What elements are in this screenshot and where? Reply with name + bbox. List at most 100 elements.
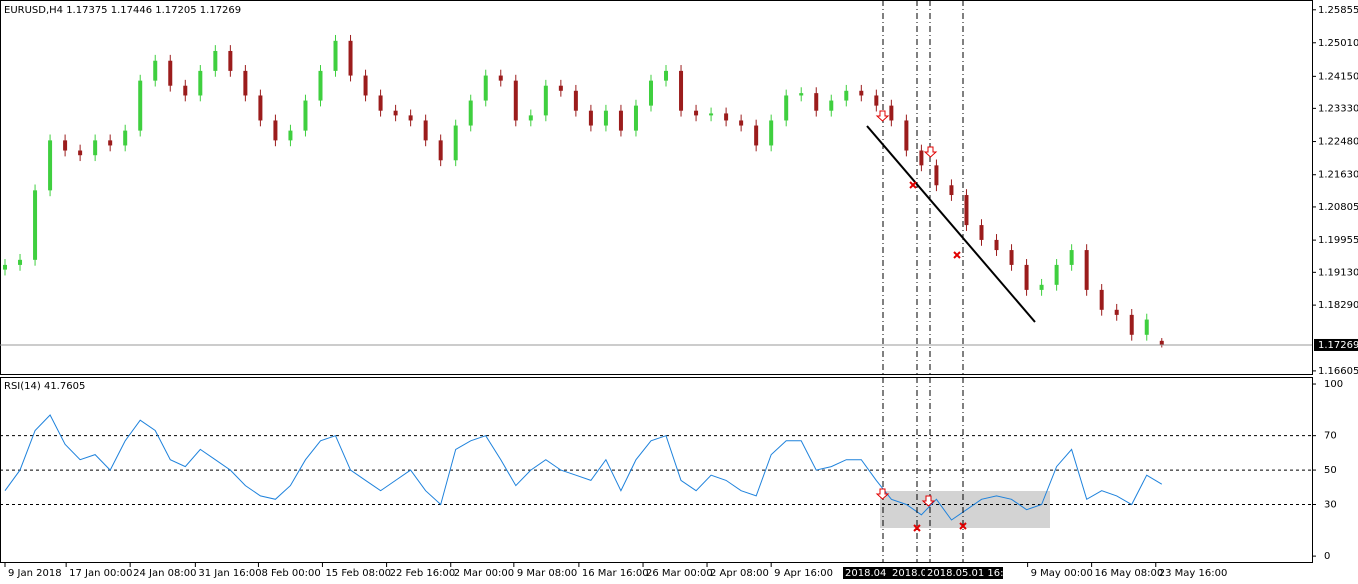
candle-body bbox=[123, 130, 128, 146]
x-tick-label: 9 Apr 16:00 bbox=[774, 568, 833, 579]
y-tick-label: 1.22480 bbox=[1318, 137, 1358, 148]
candle-body bbox=[93, 140, 98, 156]
rsi-line bbox=[4, 414, 1163, 521]
x-tick-label: 16 May 08:00 bbox=[1095, 568, 1164, 579]
candle-body bbox=[333, 40, 338, 71]
y-tick-label: 50 bbox=[1324, 465, 1337, 476]
candle-body bbox=[33, 190, 38, 260]
candle-body bbox=[603, 110, 608, 126]
candle-body bbox=[709, 113, 714, 116]
candle-body bbox=[438, 140, 443, 161]
y-tick-label: 1.18290 bbox=[1318, 300, 1358, 311]
y-tick-label: 0 bbox=[1324, 551, 1330, 562]
candle-body bbox=[198, 70, 203, 96]
candle-body bbox=[468, 100, 473, 126]
candle-body bbox=[513, 80, 518, 121]
sell-arrow bbox=[921, 495, 936, 507]
candle-body bbox=[1159, 340, 1164, 345]
candle-body bbox=[588, 110, 593, 126]
cross-marker bbox=[959, 522, 967, 530]
candle-body bbox=[979, 225, 984, 240]
cross-marker bbox=[909, 181, 917, 189]
chart-title: EURUSD,H4 1.17375 1.17446 1.17205 1.1726… bbox=[4, 5, 241, 16]
candle-body bbox=[498, 75, 503, 81]
y-tick-label: 100 bbox=[1324, 379, 1343, 390]
cross-marker bbox=[953, 251, 961, 259]
candle-body bbox=[213, 50, 218, 71]
candle-body bbox=[108, 140, 113, 146]
candle-body bbox=[889, 105, 894, 121]
y-tick-label: 1.19130 bbox=[1318, 267, 1358, 278]
candle-body bbox=[423, 120, 428, 141]
trend-line bbox=[866, 125, 1036, 323]
x-tick-label: 9 Mar 08:00 bbox=[517, 568, 577, 579]
candle-body bbox=[543, 85, 548, 116]
y-tick-label: 1.23330 bbox=[1318, 103, 1358, 114]
candle-body bbox=[558, 85, 563, 91]
candle-body bbox=[288, 130, 293, 141]
time-marker-label: 2018.04 bbox=[892, 568, 933, 579]
x-tick-label: 9 May 00:00 bbox=[1031, 568, 1093, 579]
panel-title: RSI(14) 41.7605 bbox=[4, 381, 85, 392]
time-marker-box bbox=[890, 567, 926, 579]
candle-body bbox=[273, 120, 278, 141]
y-tick-label: 70 bbox=[1324, 431, 1337, 442]
candle-body bbox=[1024, 264, 1029, 290]
candle-body bbox=[799, 93, 804, 96]
candle-body bbox=[243, 70, 248, 96]
candle-body bbox=[258, 95, 263, 121]
candle-body bbox=[724, 113, 729, 121]
candle-body bbox=[859, 90, 864, 96]
candle-body bbox=[769, 120, 774, 146]
candle-body bbox=[1099, 289, 1104, 310]
highlight-zone bbox=[880, 491, 1050, 528]
y-tick-label: 1.20805 bbox=[1318, 202, 1358, 213]
current-price-box bbox=[1314, 338, 1358, 351]
candle-body bbox=[679, 70, 684, 111]
candle-body bbox=[949, 185, 954, 196]
candle-body bbox=[1129, 314, 1134, 335]
candle-body bbox=[664, 70, 669, 81]
x-tick-label: 26 Mar 00:00 bbox=[646, 568, 713, 579]
current-price-label: 1.17269 bbox=[1318, 340, 1358, 351]
time-marker-box bbox=[843, 567, 895, 579]
candle-body bbox=[1039, 284, 1044, 290]
y-tick-label: 1.19955 bbox=[1318, 235, 1358, 246]
candle-body bbox=[63, 140, 68, 151]
candle-body bbox=[1144, 319, 1149, 335]
x-tick-label: 31 Jan 16:00 bbox=[198, 568, 261, 579]
candle-body bbox=[964, 195, 969, 226]
y-tick-label: 1.24150 bbox=[1318, 71, 1358, 82]
candle-body bbox=[318, 70, 323, 101]
candle-body bbox=[1084, 250, 1089, 290]
x-tick-label: 22 Feb 16:00 bbox=[390, 568, 456, 579]
candle-body bbox=[483, 75, 488, 101]
candle-body bbox=[1114, 309, 1119, 315]
candle-body bbox=[183, 85, 188, 96]
x-tick-label: 23 May 16:00 bbox=[1159, 568, 1228, 579]
time-marker-label: 2018.04 2 bbox=[845, 568, 896, 579]
sell-arrow bbox=[875, 488, 890, 500]
candle-body bbox=[153, 60, 158, 81]
time-marker-label: 2018.05.01 16:00 bbox=[927, 568, 1016, 579]
candle-body bbox=[633, 105, 638, 131]
candle-body bbox=[754, 125, 759, 146]
x-tick-label: 2 Mar 00:00 bbox=[454, 568, 514, 579]
candle-body bbox=[393, 110, 398, 116]
cross-marker bbox=[913, 524, 921, 532]
candle-body bbox=[784, 95, 789, 121]
x-tick-label: 15 Feb 08:00 bbox=[325, 568, 391, 579]
x-tick-label: 24 Jan 08:00 bbox=[133, 568, 196, 579]
candle-body bbox=[18, 259, 23, 265]
y-tick-label: 1.16605 bbox=[1318, 366, 1358, 377]
candle-body bbox=[919, 150, 924, 166]
x-tick-label: 8 Feb 00:00 bbox=[261, 568, 320, 579]
candle-body bbox=[303, 100, 308, 131]
candle-body bbox=[1009, 250, 1014, 265]
candle-body bbox=[994, 239, 999, 251]
candle-body bbox=[814, 93, 819, 111]
candle-body bbox=[378, 95, 383, 111]
candle-body bbox=[228, 50, 233, 71]
candle-body bbox=[934, 165, 939, 186]
